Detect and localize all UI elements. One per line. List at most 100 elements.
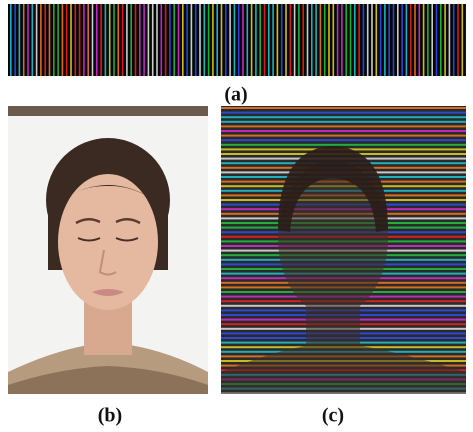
stripe [298,4,300,76]
stripe [392,4,395,76]
stripe [457,4,459,76]
label-c: (c) [322,405,344,427]
stripe [440,4,442,76]
stripe [74,4,77,76]
stripe [40,4,42,76]
stripe [259,4,261,76]
stripe [96,4,98,76]
stripe [220,4,223,76]
face [58,174,158,310]
stripe [418,4,421,76]
stripe [53,4,55,76]
stripe [276,4,279,76]
stripe [216,4,218,76]
stripe [388,4,390,76]
stripe [194,4,197,76]
stripe [358,4,360,76]
stripe [35,4,38,76]
striped-face-photo [221,106,466,394]
stripe [169,4,171,76]
stripe [126,4,128,76]
face-photo [8,106,208,394]
brow-right [115,218,141,225]
brow-left [75,218,101,225]
stripe [448,4,451,76]
stripe [182,4,184,76]
stripe [61,4,64,76]
stripe [379,4,382,76]
stripe [268,4,270,76]
stripe [427,4,429,76]
stripe [70,4,72,76]
stripe [409,4,412,76]
stripe [177,4,180,76]
stripe [221,134,466,137]
nose [98,249,117,276]
stripe [65,4,68,76]
stripe [341,4,343,76]
stripe [221,130,466,132]
stripe [431,4,433,76]
stripe [444,4,446,76]
hairline [62,185,154,200]
stripe [212,4,214,76]
stripe [315,4,317,76]
stripe [22,4,25,76]
stripe [48,4,51,76]
stripe [199,4,201,76]
stripe [293,4,296,76]
stripe [302,4,304,76]
stripe [31,4,34,76]
stripe [336,4,339,76]
stripe [221,120,466,123]
stripe [242,4,244,76]
stripe [14,4,16,76]
stripe [272,4,274,76]
stripe [371,4,373,76]
stripe [221,111,466,114]
stripe [263,4,266,76]
stripe [156,4,158,76]
stripe [78,4,81,76]
stripe [250,4,253,76]
stripe [113,4,115,76]
stripe [27,4,29,76]
stripe [160,4,163,76]
stripe [397,4,399,76]
stripe [345,4,347,76]
stripe [233,4,236,76]
lips [92,289,124,296]
label-a: (a) [224,84,247,106]
hair [278,146,388,232]
stripe [10,4,12,76]
stripe [104,4,107,76]
stripe [186,4,188,76]
stripe [328,4,330,76]
stripe [221,139,466,142]
stripe [190,4,193,76]
stripe [173,4,175,76]
stripe [139,4,141,76]
stripe [44,4,46,76]
stripe [289,4,292,76]
stripe [87,4,89,76]
eye-right [115,237,139,242]
stripe [375,4,378,76]
stripe [384,4,386,76]
stripe [319,4,322,76]
stripe [83,4,85,76]
stripe [130,4,132,76]
stripe [461,4,464,76]
stripe [435,4,438,76]
stripe [207,4,210,76]
stripe [452,4,455,76]
eye-left [77,237,101,242]
stripe-pattern [8,4,466,76]
label-b: (b) [98,405,122,427]
stripe [57,4,59,76]
stripe [108,4,111,76]
stripe [221,125,466,128]
stripe [280,4,283,76]
stripe [221,107,466,109]
